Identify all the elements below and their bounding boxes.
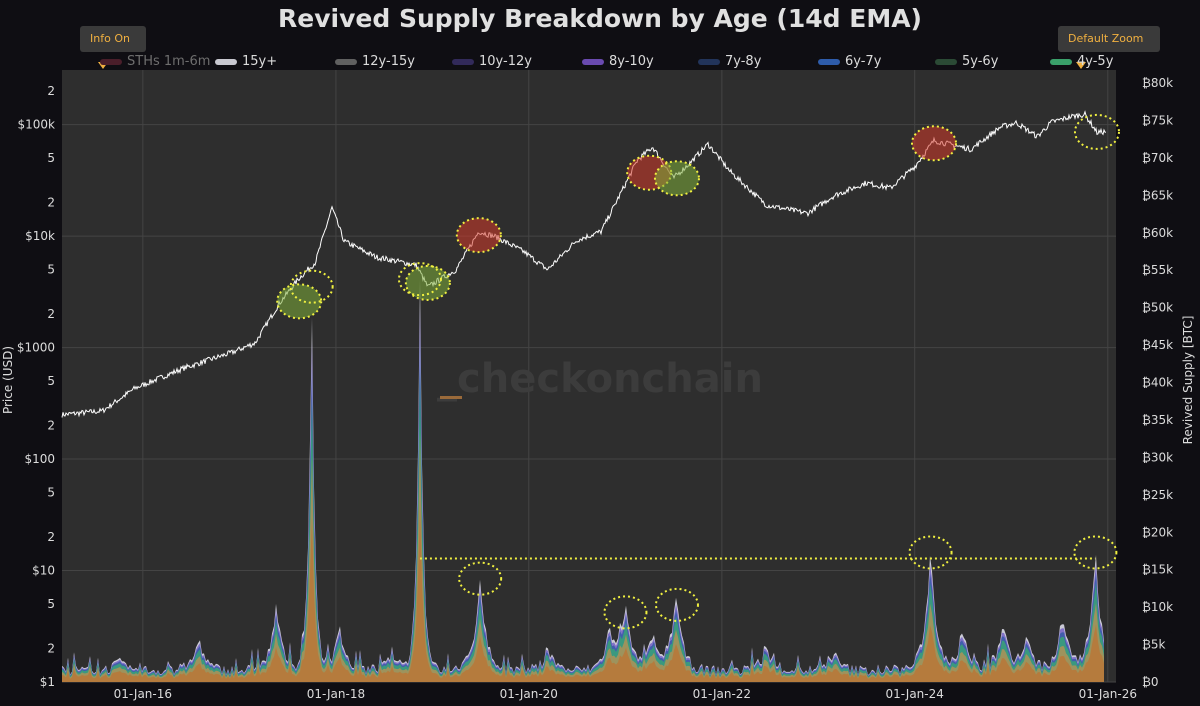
y-axis-label-right: Revived Supply [BTC] [1181, 316, 1195, 445]
legend-swatch [335, 58, 357, 65]
legend-label: 10y-12y [479, 54, 532, 69]
y-tick-label-right: ₿60k [1142, 226, 1173, 240]
legend-swatch [215, 58, 237, 65]
legend-item[interactable]: STHs 1m-6m [100, 54, 210, 69]
legend-item[interactable]: 5y-6y [935, 54, 998, 69]
price-annotation-circle [455, 217, 502, 254]
y-tick-label-right: ₿30k [1142, 450, 1173, 464]
legend-item[interactable]: 7y-8y [698, 54, 761, 69]
revived-peak-circle [289, 269, 334, 304]
legend-swatch [452, 58, 474, 65]
zoom-dropdown[interactable]: Default Zoom [1058, 26, 1160, 69]
y-tick-label-left: 2 [47, 530, 55, 544]
x-tick-label: 01-Jan-24 [886, 687, 944, 701]
chart-title: Revived Supply Breakdown by Age (14d EMA… [278, 4, 922, 33]
info-toggle-button[interactable]: Info On [80, 26, 146, 69]
y-axis-label-left: Price (USD) [1, 346, 15, 414]
legend-item[interactable]: 4y-5y [1050, 54, 1113, 69]
legend-label: 7y-8y [725, 54, 762, 69]
revived-peak-circle [908, 535, 953, 570]
y-tick-label-left: $1000 [17, 341, 55, 355]
annotations [276, 113, 1120, 630]
legend-label: 15y+ [242, 54, 278, 69]
legend-item[interactable]: 6y-7y [818, 54, 881, 69]
legend-label: 5y-6y [962, 54, 999, 69]
y-tick-label-left: 2 [47, 196, 55, 210]
chevron-down-icon [1076, 61, 1086, 69]
y-tick-label-right: ₿25k [1142, 488, 1173, 502]
x-tick-label: 01-Jan-18 [307, 687, 365, 701]
y-tick-label-left: 5 [47, 486, 55, 500]
y-tick-label-right: ₿5k [1142, 638, 1166, 652]
y-tick-label-left: 2 [47, 641, 55, 655]
legend-label: 4y-5y [1077, 54, 1114, 69]
legend-label: 12y-15y [362, 54, 415, 69]
price-annotation-circle [1073, 113, 1120, 150]
y-tick-label-right: ₿20k [1142, 525, 1173, 539]
y-tick-label-right: ₿10k [1142, 600, 1173, 614]
y-tick-label-left: $100 [24, 452, 55, 466]
y-tick-label-left: 5 [47, 597, 55, 611]
y-tick-label-right: ₿0 [1142, 675, 1159, 689]
legend-item[interactable]: 10y-12y [452, 54, 532, 69]
y-tick-label-left: 2 [47, 84, 55, 98]
legend-item[interactable]: 8y-10y [582, 54, 654, 69]
revived-peak-circle [603, 595, 648, 630]
legend-swatch [698, 58, 720, 65]
y-tick-label-right: ₿15k [1142, 563, 1173, 577]
y-tick-label-right: ₿40k [1142, 376, 1173, 390]
y-tick-label-right: ₿50k [1142, 301, 1173, 315]
x-tick-label: 01-Jan-22 [693, 687, 751, 701]
y-tick-label-right: ₿55k [1142, 263, 1173, 277]
revived-peak-circle [654, 587, 699, 622]
zoom-label: Default Zoom [1068, 32, 1144, 45]
y-tick-label-right: ₿80k [1142, 76, 1173, 90]
legend-swatch [100, 58, 122, 65]
revived-peak-circle [458, 561, 503, 596]
y-tick-label-left: $10 [32, 564, 55, 578]
price-annotation-circle [910, 125, 957, 162]
watermark-mark [440, 396, 462, 399]
legend-label: 6y-7y [845, 54, 882, 69]
x-tick-label: 01-Jan-16 [114, 687, 172, 701]
price-annotation-circle [404, 264, 451, 301]
y-tick-label-right: ₿70k [1142, 151, 1173, 165]
legend-swatch [1050, 58, 1072, 65]
chevron-down-icon [98, 61, 108, 69]
price-annotation-circle [276, 283, 323, 320]
y-tick-label-left: 5 [47, 374, 55, 388]
x-tick-label: 01-Jan-20 [500, 687, 558, 701]
info-toggle-label: Info On [90, 32, 130, 45]
y-tick-label-left: 2 [47, 307, 55, 321]
y-tick-label-left: $100k [18, 118, 56, 132]
plot-background [62, 70, 1116, 682]
y-tick-label-right: ₿65k [1142, 188, 1173, 202]
watermark: _checkonchain [437, 356, 763, 402]
revived-peak-circle [397, 262, 442, 297]
legend-label: STHs 1m-6m [127, 54, 211, 69]
y-tick-label-left: $10k [25, 229, 55, 243]
legend-item[interactable]: 12y-15y [335, 54, 415, 69]
price-annotation-circle [653, 160, 700, 197]
y-tick-label-right: ₿45k [1142, 338, 1173, 352]
y-tick-label-left: 5 [47, 263, 55, 277]
revived-peak-circle [1073, 535, 1118, 570]
y-tick-label-left: $1 [40, 675, 55, 689]
legend-label: 8y-10y [609, 54, 654, 69]
legend-item[interactable]: 15y+ [215, 54, 277, 69]
y-tick-label-left: 2 [47, 418, 55, 432]
y-tick-label-right: ₿75k [1142, 113, 1173, 127]
legend-swatch [582, 58, 604, 65]
x-tick-label: 01-Jan-26 [1079, 687, 1137, 701]
legend-swatch [818, 58, 840, 65]
legend-swatch [935, 58, 957, 65]
axes: 01-Jan-16 01-Jan-18 01-Jan-20 01-Jan-22 01-J… [17, 76, 1173, 701]
y-tick-label-left: 5 [47, 151, 55, 165]
y-tick-label-right: ₿35k [1142, 413, 1173, 427]
